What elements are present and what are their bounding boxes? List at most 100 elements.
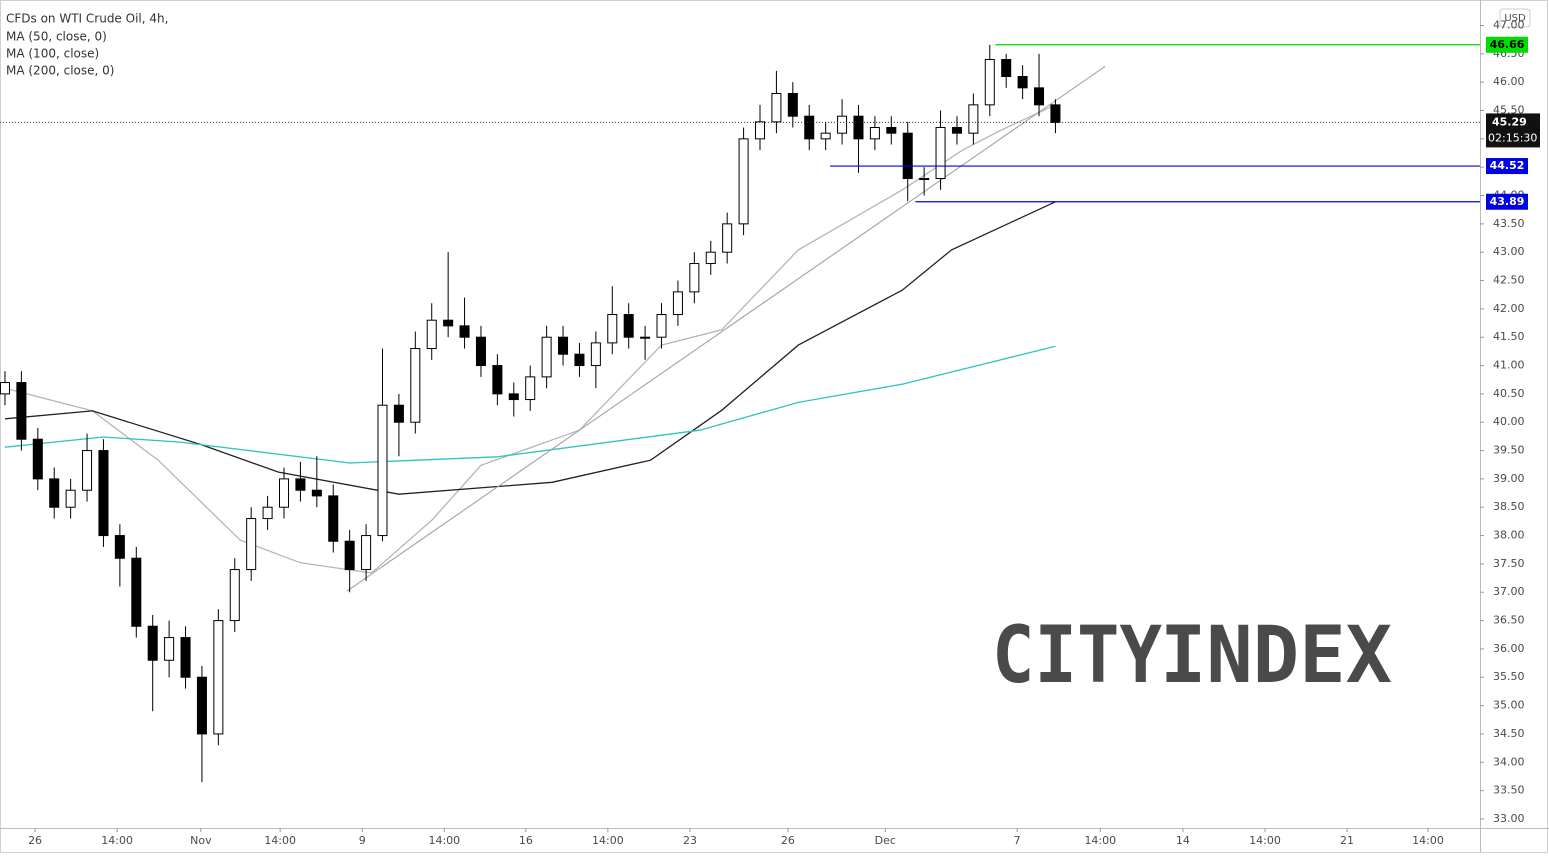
currency-box xyxy=(1499,8,1531,28)
candle-body xyxy=(968,104,979,134)
candle-body xyxy=(475,336,486,367)
candle-body xyxy=(935,127,946,180)
candle-body xyxy=(886,127,897,134)
countdown: 02:15:30 xyxy=(1488,131,1537,144)
y-tick-label: 47.00 xyxy=(1493,19,1525,32)
y-tick-label: 34.00 xyxy=(1493,755,1525,768)
candle-body xyxy=(525,376,536,401)
y-tick-label: 38.00 xyxy=(1493,529,1525,542)
moving-average xyxy=(4,201,1056,495)
candle-body xyxy=(541,336,552,378)
candle-body xyxy=(98,450,109,537)
candle-body xyxy=(508,393,519,401)
x-tick-label: 26 xyxy=(781,834,795,847)
x-tick-label: 14:00 xyxy=(264,834,296,847)
candle-body xyxy=(16,382,27,440)
y-tick-label: 36.00 xyxy=(1493,642,1525,655)
candle-body xyxy=(426,319,437,350)
y-tick-label: 41.50 xyxy=(1493,330,1525,343)
x-tick-label: 14 xyxy=(1176,834,1190,847)
candle-body xyxy=(196,676,207,735)
candle-body xyxy=(951,127,962,134)
y-tick-label: 38.50 xyxy=(1493,500,1525,513)
candle-body xyxy=(607,314,618,344)
candle-body xyxy=(164,637,175,661)
candle-body xyxy=(640,336,651,339)
x-tick-label: 14:00 xyxy=(1084,834,1116,847)
y-tick-label: 43.50 xyxy=(1493,217,1525,230)
legend-entry: MA (100, close) xyxy=(6,47,99,61)
level-label-box xyxy=(1486,36,1528,53)
candle-body xyxy=(82,450,93,491)
candle-body xyxy=(278,478,290,508)
y-tick-label: 43.00 xyxy=(1493,245,1525,258)
candle-body xyxy=(738,138,749,225)
candle-body xyxy=(590,342,601,367)
level-label: 46.66 xyxy=(1490,38,1525,51)
level-label: 44.52 xyxy=(1490,159,1525,172)
x-tick-label: 26 xyxy=(28,834,42,847)
candle-body xyxy=(213,620,224,735)
x-tick-label: 14:00 xyxy=(592,834,624,847)
candle-body xyxy=(393,404,404,423)
currency: USD xyxy=(1504,13,1526,24)
candle-body xyxy=(1017,76,1028,89)
candle-body xyxy=(229,569,240,622)
candle-body xyxy=(771,93,782,123)
candle-body xyxy=(853,115,864,140)
candle-body xyxy=(689,263,700,293)
candle-body xyxy=(869,127,880,140)
candle-body xyxy=(361,535,372,571)
level-label-box xyxy=(1486,158,1528,175)
x-tick-label: 14:00 xyxy=(1249,834,1281,847)
y-tick-label: 39.00 xyxy=(1493,472,1525,485)
candle-body xyxy=(984,59,995,106)
candle-body xyxy=(0,382,10,395)
candle-body xyxy=(147,625,158,661)
last-price-box xyxy=(1486,113,1540,148)
y-tick-label: 42.00 xyxy=(1493,302,1525,315)
last-price-label: 45.29 xyxy=(1492,115,1527,128)
y-tick-label: 41.00 xyxy=(1493,359,1525,372)
candle-body xyxy=(262,506,273,520)
candle-body xyxy=(131,557,142,627)
candle-body xyxy=(295,478,306,491)
candle-body xyxy=(246,518,257,571)
level-label: 43.89 xyxy=(1490,195,1525,208)
brand-city: CITY xyxy=(992,611,1162,701)
x-tick-label: Nov xyxy=(190,834,212,847)
y-tick-label: 46.00 xyxy=(1493,75,1525,88)
candle-body xyxy=(410,348,421,423)
moving-average xyxy=(4,104,1056,574)
candle-body xyxy=(705,251,716,265)
candle-body xyxy=(574,353,585,367)
plot xyxy=(0,44,1480,783)
candle-body xyxy=(1001,59,1012,78)
candle-body xyxy=(1034,87,1045,106)
candle-body xyxy=(311,489,322,497)
candle-body xyxy=(180,637,191,678)
x-tick-label: 9 xyxy=(359,834,366,847)
y-tick-label: 33.50 xyxy=(1493,784,1525,797)
candle-body xyxy=(328,495,339,542)
y-tick-label: 42.50 xyxy=(1493,274,1525,287)
candle-body xyxy=(804,115,815,140)
candle-body xyxy=(32,438,43,480)
candle-body xyxy=(820,132,831,140)
candle-body xyxy=(722,223,733,253)
candle-body xyxy=(787,93,798,117)
candle-body xyxy=(443,319,454,327)
y-tick-label: 35.50 xyxy=(1493,670,1525,683)
candle-body xyxy=(919,178,930,181)
y-tick-label: 45.50 xyxy=(1493,104,1525,117)
trendline xyxy=(346,65,1106,592)
y-tick-label: 36.50 xyxy=(1493,614,1525,627)
legend-entry: MA (200, close, 0) xyxy=(6,64,114,78)
candle-body xyxy=(65,489,76,508)
candle-body xyxy=(492,365,503,395)
candle-body xyxy=(558,336,569,355)
y-tick-label: 35.00 xyxy=(1493,699,1525,712)
candle-body xyxy=(754,121,766,140)
